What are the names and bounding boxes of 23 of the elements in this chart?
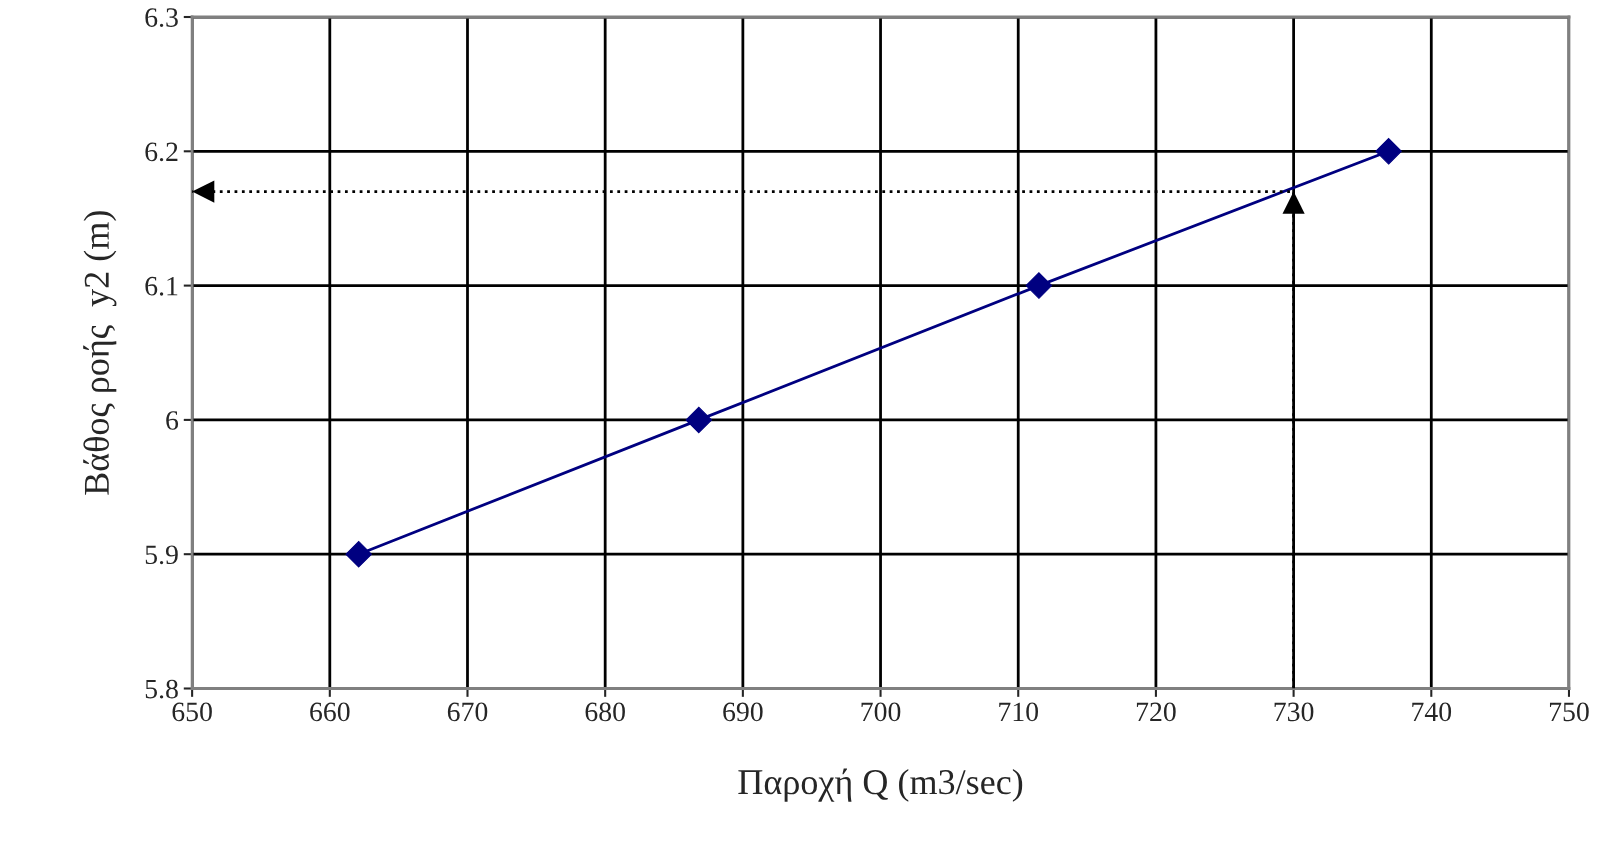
x-tick-label: 680	[585, 702, 625, 722]
x-tick-label: 650	[172, 702, 212, 722]
x-tick-label: 710	[999, 702, 1039, 722]
y-tick-label: 5.8	[145, 679, 178, 699]
y-tick-label: 6	[166, 411, 179, 430]
x-tick-label: 700	[861, 702, 901, 722]
x-tick-label: 740	[1412, 702, 1452, 722]
x-tick-label: 670	[447, 702, 488, 722]
x-tick-label: 720	[1136, 702, 1176, 722]
point	[1025, 272, 1053, 299]
x-tick-label: 690	[723, 702, 763, 722]
y-tick-label: 6.3	[145, 8, 178, 28]
y-tick-label: 6.1	[145, 276, 178, 296]
x-axis-title: Παροχή Q (m3/sec)	[738, 768, 1023, 802]
x-tick-label: 730	[1274, 702, 1314, 722]
point	[1375, 138, 1402, 165]
point	[345, 540, 373, 568]
x-tick-label: 660	[310, 702, 350, 722]
x-tick-label: 750	[1549, 702, 1589, 722]
y-axis-title: Βάθος ροής y2 (m)	[83, 211, 117, 495]
point	[685, 406, 713, 434]
y-tick-label: 6.2	[145, 142, 178, 162]
y-tick-label: 5.9	[145, 545, 178, 565]
